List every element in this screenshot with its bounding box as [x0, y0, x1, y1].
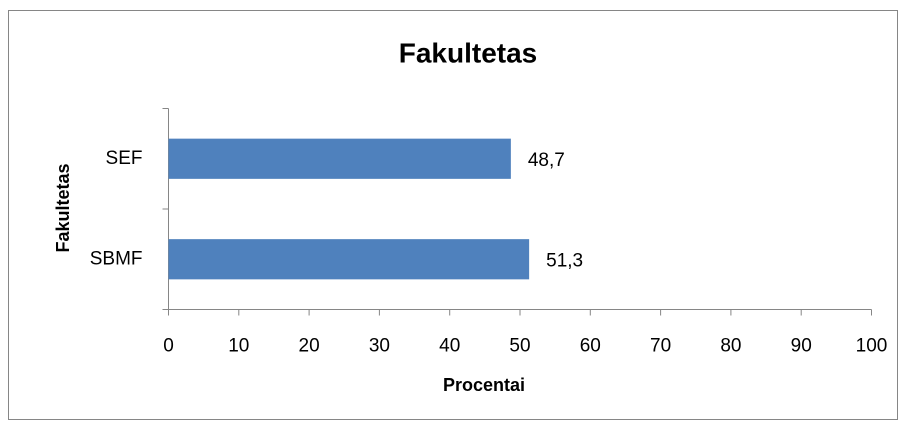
- x-tick-label: 90: [791, 336, 812, 357]
- x-tick-label: 80: [720, 336, 741, 357]
- x-tick-label: 0: [163, 336, 174, 357]
- bar: [168, 239, 530, 280]
- chart-border: [8, 10, 898, 420]
- data-label: 51,3: [546, 250, 583, 271]
- x-tick-label: 100: [856, 336, 888, 357]
- x-tick-label: 70: [650, 336, 671, 357]
- x-tick-label: 50: [509, 336, 530, 357]
- bar: [168, 138, 511, 179]
- x-tick-label: 60: [580, 336, 601, 357]
- chart-title: Fakultetas: [399, 37, 538, 68]
- x-tick-label: 40: [439, 336, 460, 357]
- y-axis-label: Fakultetas: [53, 163, 73, 252]
- x-axis-label: Procentai: [443, 375, 525, 395]
- y-tick-label: SEF: [106, 148, 143, 169]
- x-tick-label: 10: [228, 336, 249, 357]
- y-tick-label: SBMF: [90, 248, 143, 269]
- data-label: 48,7: [528, 150, 565, 171]
- x-tick-label: 30: [369, 336, 390, 357]
- x-tick-label: 20: [299, 336, 320, 357]
